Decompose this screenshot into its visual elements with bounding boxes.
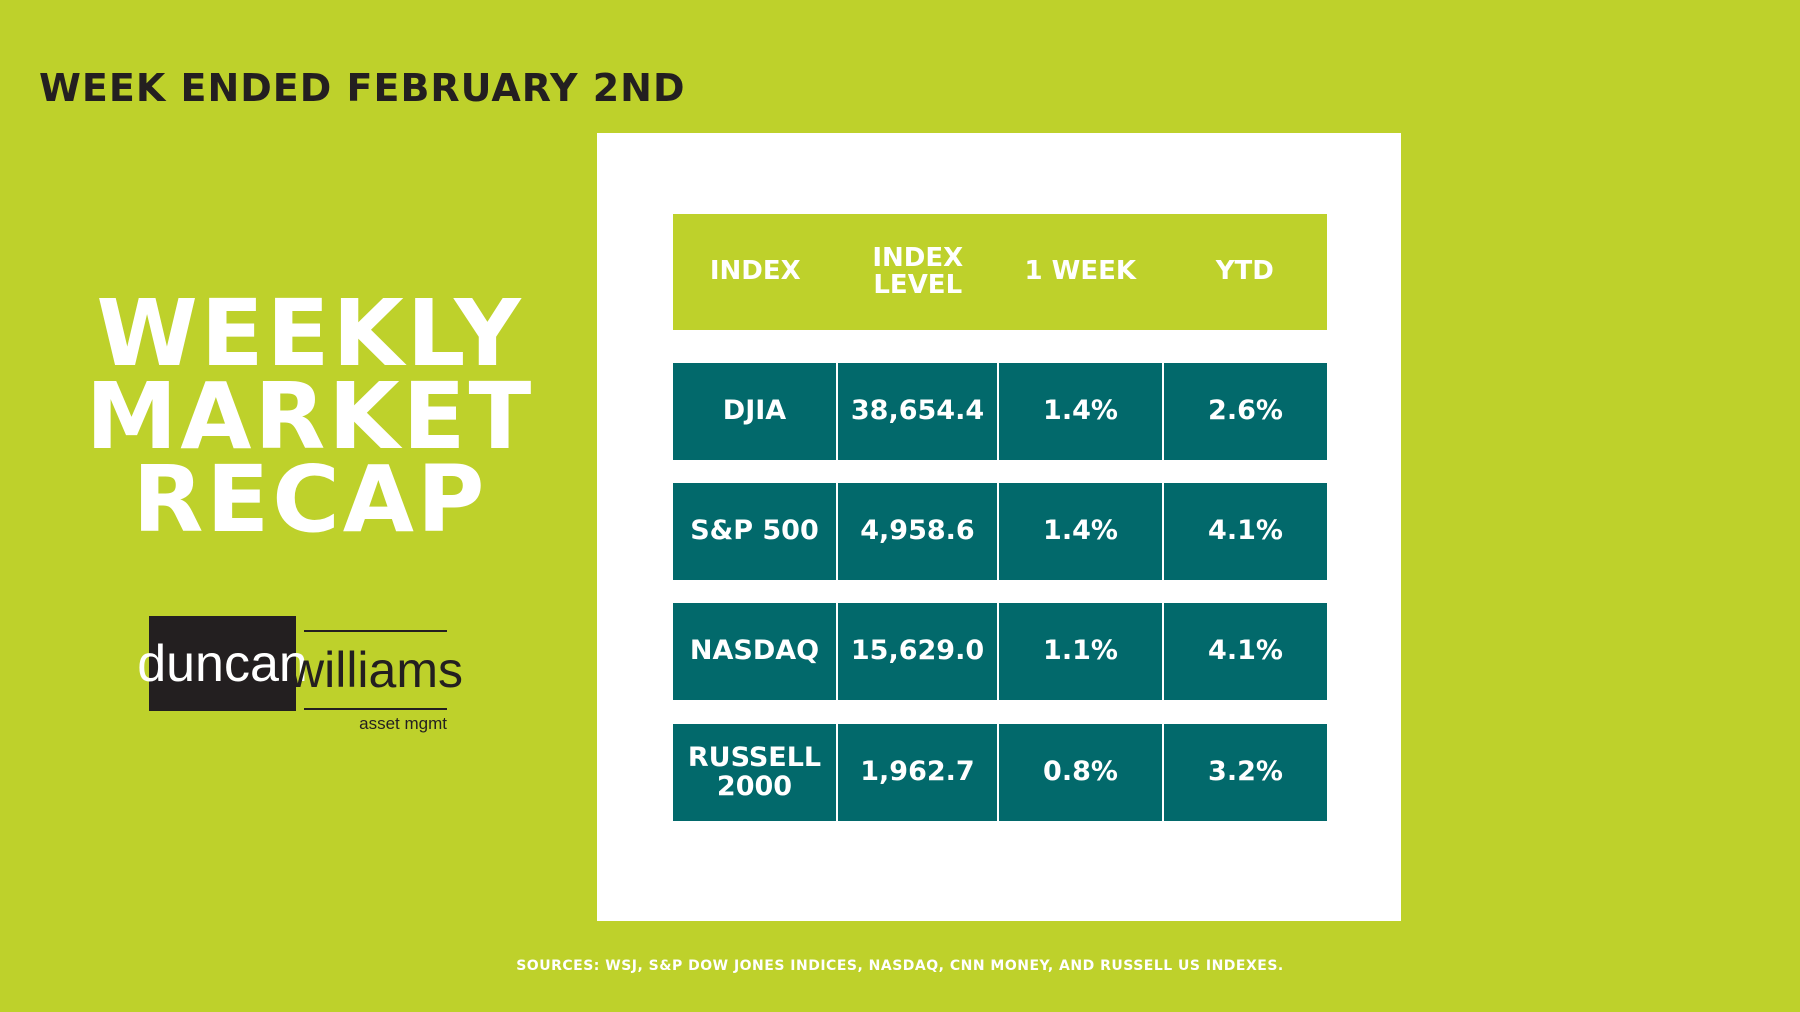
table-row: NASDAQ 15,629.0 1.1% 4.1% xyxy=(673,603,1327,700)
column-header-text: INDEX LEVEL xyxy=(872,242,964,300)
table-cell: 1.4% xyxy=(999,483,1162,580)
column-header: INDEX xyxy=(673,214,838,330)
table-cell: 4.1% xyxy=(1164,483,1327,580)
table-row: DJIA 38,654.4 1.4% 2.6% xyxy=(673,363,1327,460)
logo-left: duncan xyxy=(137,616,308,711)
sources: SOURCES: WSJ, S&P DOW JONES INDICES, NAS… xyxy=(516,958,1284,974)
title-line: MARKET xyxy=(85,363,535,470)
table-row: S&P 500 4,958.6 1.4% 4.1% xyxy=(673,483,1327,580)
logo-tagline: asset mgmt xyxy=(359,714,447,733)
title-line: RECAP xyxy=(132,446,488,553)
column-header-text: INDEX xyxy=(709,256,801,287)
column-header-text: 1 WEEK xyxy=(1024,256,1137,287)
column-header: INDEX LEVEL xyxy=(838,214,999,330)
table-cell: 4.1% xyxy=(1164,603,1327,700)
logo-right: williams xyxy=(288,630,463,710)
column-header-text: YTD xyxy=(1215,256,1274,287)
title-line: WEEKLY xyxy=(96,280,524,387)
table-cell: RUSSELL 2000 xyxy=(673,724,836,821)
table-cell: 15,629.0 xyxy=(838,603,997,700)
column-header: 1 WEEK xyxy=(998,214,1163,330)
table-cell: 38,654.4 xyxy=(838,363,997,460)
subtitle: WEEK ENDED FEBRUARY 2ND xyxy=(39,66,686,110)
table-cell: 3.2% xyxy=(1164,724,1327,821)
table-cell: 0.8% xyxy=(999,724,1162,821)
table-cell: 4,958.6 xyxy=(838,483,997,580)
table-cell: 1.1% xyxy=(999,603,1162,700)
table-row: RUSSELL 2000 1,962.7 0.8% 3.2% xyxy=(673,724,1327,821)
table-cell: S&P 500 xyxy=(673,483,836,580)
table-cell: 2.6% xyxy=(1164,363,1327,460)
table-header: INDEX INDEX LEVEL 1 WEEK YTD xyxy=(673,214,1327,330)
table-cell: NASDAQ xyxy=(673,603,836,700)
table-cell: 1.4% xyxy=(999,363,1162,460)
table-cell: 1,962.7 xyxy=(838,724,997,821)
table-cell: DJIA xyxy=(673,363,836,460)
column-header: YTD xyxy=(1163,214,1328,330)
